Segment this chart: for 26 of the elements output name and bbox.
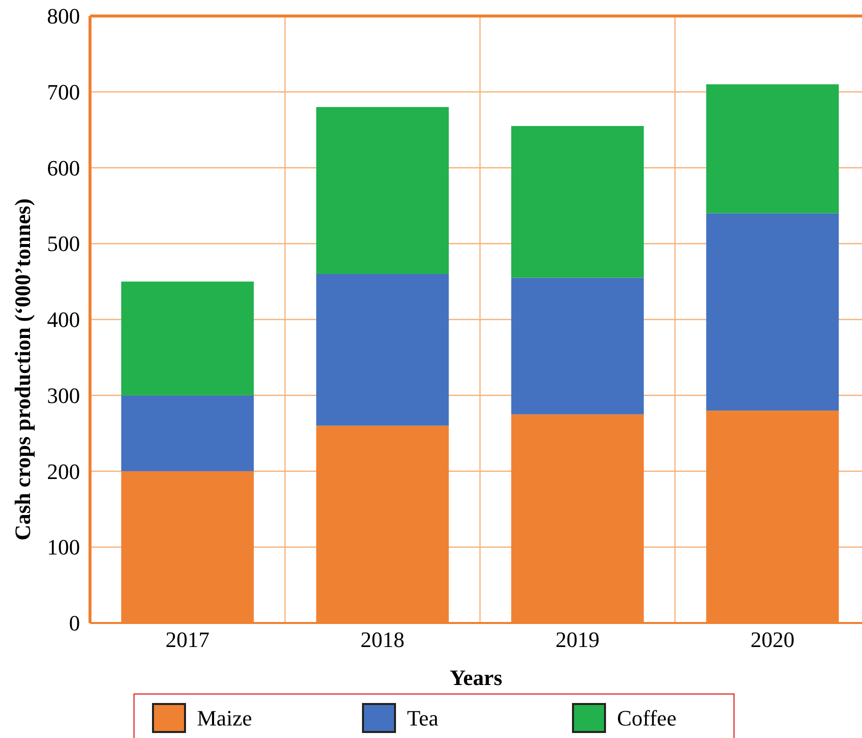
y-tick-label: 200 xyxy=(47,458,80,484)
x-tick-label: 2020 xyxy=(750,627,794,652)
legend-label: Tea xyxy=(407,706,439,730)
bar xyxy=(706,213,839,411)
y-tick-label: 300 xyxy=(47,382,80,408)
bar xyxy=(706,84,839,214)
x-tick-label: 2017 xyxy=(166,627,210,652)
y-tick-label: 700 xyxy=(47,79,80,104)
y-tick-label: 600 xyxy=(47,155,80,180)
y-tick-label: 0 xyxy=(69,610,80,636)
legend-label: Coffee xyxy=(617,706,676,730)
bar xyxy=(511,126,644,278)
y-tick-label: 100 xyxy=(47,534,80,560)
bar xyxy=(316,274,449,426)
y-tick-label: 500 xyxy=(47,231,80,256)
y-tick-label: 400 xyxy=(47,307,80,332)
bar xyxy=(316,107,449,274)
y-axis-title: Cash crops production (‘000’tonnes) xyxy=(10,198,35,541)
x-axis-title: Years xyxy=(450,665,503,690)
bar xyxy=(121,282,254,396)
bar xyxy=(511,278,644,414)
x-tick-label: 2019 xyxy=(556,627,600,652)
x-tick-label: 2018 xyxy=(360,627,404,652)
y-tick-label: 800 xyxy=(47,4,80,28)
bar xyxy=(121,395,254,472)
legend-label: Maize xyxy=(197,706,252,730)
